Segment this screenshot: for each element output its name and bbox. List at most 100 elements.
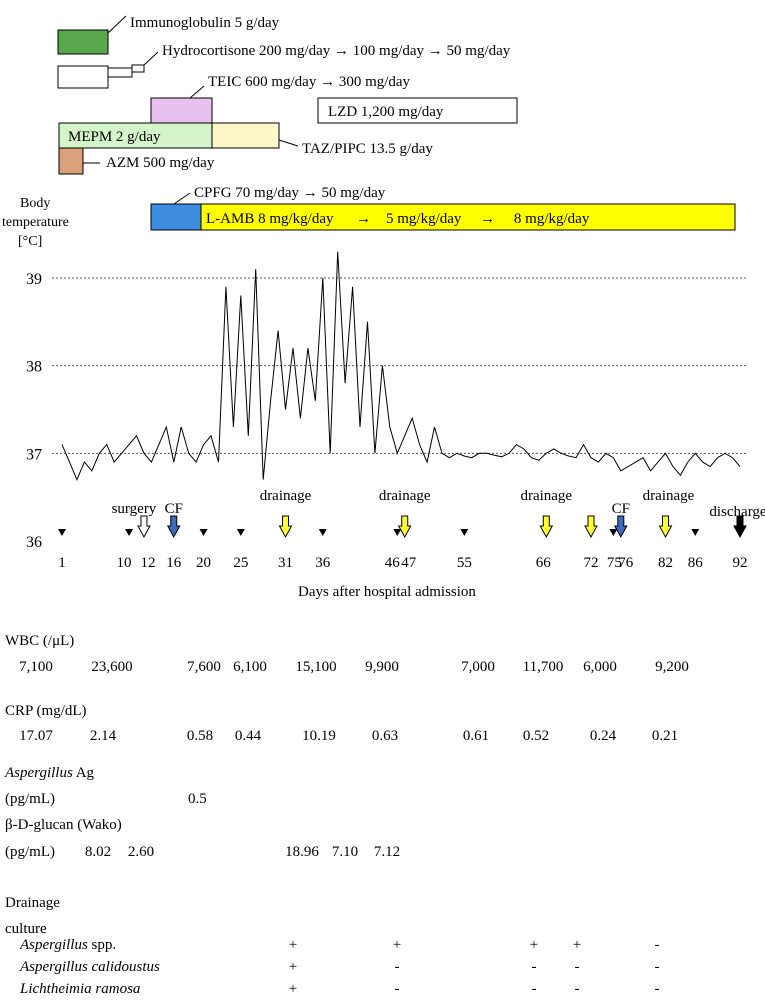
culture-organism: Lichtheimia ramosa [19,981,140,997]
culture-result: - [395,959,400,975]
day-marker [199,529,208,536]
x-tick-label: 31 [278,555,293,571]
crp-title: CRP (mg/dL) [5,703,87,719]
crp-value: 2.14 [90,728,117,744]
x-tick-label: 72 [583,555,598,571]
yellow-event-arrow [539,515,554,539]
event-label: drainage [520,488,572,504]
lzd-box [317,97,518,124]
day-marker [318,529,327,536]
culture-result: + [289,981,297,997]
hydrocortisone-bar-1 [57,65,109,89]
x-tick-label: 75 [607,555,622,571]
event-label: surgery [112,501,157,517]
crp-value: 0.61 [463,728,489,744]
bdg-title: β-D-glucan (Wako) [5,817,122,833]
mepm-label: MEPM 2 g/day [68,129,161,145]
day-marker [236,529,245,536]
culture-result: - [575,981,580,997]
culture-result: + [573,937,581,953]
mepm-bar [58,122,213,149]
tazpipc-bar [211,122,280,149]
tazpipc-label: TAZ/PIPC 13.5 g/day [302,141,433,157]
x-tick-label: 47 [401,555,417,571]
wbc-value: 6,000 [583,659,617,675]
azm-bar [58,147,84,175]
culture-result: - [655,937,660,953]
hydrocortisone-bar-3 [131,64,145,73]
day-marker [393,529,402,536]
x-tick-label: 82 [658,555,673,571]
wbc-value: 7,100 [19,659,53,675]
y-axis-title-line1: Body [20,196,50,211]
wbc-value: 23,600 [91,659,132,675]
bdg-value: 2.60 [128,844,154,860]
day-marker [125,529,134,536]
y-tick-label: 37 [26,446,42,463]
x-tick-label: 86 [688,555,704,571]
culture-result: + [289,959,297,975]
day-marker [691,529,700,536]
y-axis-title-line2: temperature [2,215,69,230]
x-tick-label: 20 [196,555,211,571]
yellow-event-arrow [584,515,598,539]
x-tick-label: 66 [536,555,552,571]
x-tick-label: 12 [140,555,155,571]
event-label: drainage [379,488,431,504]
crp-value: 0.58 [187,728,213,744]
drainage-culture-title-1: Drainage [5,895,60,911]
x-tick-label: 16 [166,555,182,571]
crp-row: 17.07 2.14 0.58 0.44 10.19 0.63 0.61 0.52 0.24 0.… [19,728,678,744]
x-tick-label: 25 [233,555,248,571]
lamb-label: L-AMB 8 mg/kg/day → 5 mg/kg/day → 8 mg/k… [206,211,590,227]
x-tick-label: 1 [58,555,66,571]
bdg-unit: (pg/mL) [5,844,55,860]
culture-result: - [575,959,580,975]
cpfg-bar [150,203,202,231]
teic-bar [150,97,213,124]
aspergillus-ag-value: 0.5 [188,791,207,807]
wbc-value: 15,100 [295,659,336,675]
yellow-event-arrow [278,515,293,539]
wbc-value: 7,600 [187,659,221,675]
event-label: drainage [260,488,312,504]
aspergillus-ag-unit: (pg/mL) [5,791,55,807]
lab-table: WBC (/μL) 7,100 23,600 7,600 6,100 15,100 9,9… [4,633,689,997]
y-tick-label: 38 [26,359,42,376]
x-tick-label: 55 [457,555,472,571]
x-tick-label: 10 [117,555,132,571]
crp-value: 17.07 [19,728,53,744]
x-tick-label: 92 [733,555,748,571]
culture-result: - [655,981,660,997]
event-markers: surgery CF drainage drainage drainage CF drain… [58,488,765,539]
crp-value: 0.63 [372,728,398,744]
yellow-event-arrow [658,515,673,539]
bdg-value: 8.02 [85,844,111,860]
wbc-value: 6,100 [233,659,267,675]
culture-result: - [655,959,660,975]
event-label: CF [612,501,630,517]
lzd-label: LZD 1,200 mg/day [328,104,444,120]
day-marker [609,529,618,536]
x-axis-title: Days after hospital admission [298,584,476,600]
hydrocortisone-label: Hydrocortisone 200 mg/day → 100 mg/day →… [162,43,511,59]
drug-timeline: Immunoglobulin 5 g/day Hydrocortisone 20… [57,15,736,231]
crp-value: 0.24 [590,728,617,744]
event-label: CF [165,501,183,517]
y-tick-label: 36 [26,534,42,551]
x-tick-label: 46 [385,555,401,571]
y-tick-label: 39 [26,271,42,288]
culture-result: - [532,981,537,997]
cpfg-label: CPFG 70 mg/day → 50 mg/day [194,185,386,201]
culture-rows: Aspergillus spp. + + + + - Aspergillus calidou… [19,937,660,997]
wbc-value: 11,700 [523,659,564,675]
wbc-value: 7,000 [461,659,495,675]
bdg-value: 7.12 [374,844,400,860]
azm-label: AZM 500 mg/day [106,155,215,171]
culture-organism: Aspergillus spp. [19,937,116,953]
culture-organism: Aspergillus calidoustus [19,959,160,975]
immunoglobulin-bar [57,29,109,55]
culture-result: + [289,937,297,953]
culture-result: - [532,959,537,975]
